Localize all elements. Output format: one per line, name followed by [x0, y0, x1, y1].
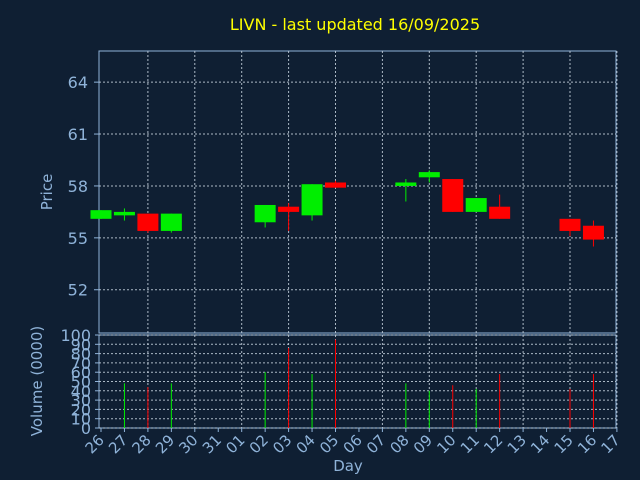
x-tick-label: 08 [386, 431, 412, 457]
volume-y-tick-label: 10 [71, 410, 91, 429]
candle-body [325, 182, 346, 188]
volume-y-tick-label: 50 [71, 373, 91, 392]
x-tick-label: 01 [222, 431, 248, 457]
volume-y-tick-label: 0 [81, 419, 91, 438]
candle-body [465, 198, 487, 212]
x-tick-label: 10 [433, 431, 459, 457]
x-tick-label: 16 [574, 431, 600, 457]
candle-body [559, 218, 581, 231]
candle-body [395, 182, 417, 186]
candle-08 [395, 179, 417, 202]
candle-09 [418, 170, 440, 183]
candle-15 [559, 218, 581, 237]
x-tick-label: 27 [105, 431, 131, 457]
candle-16 [582, 220, 604, 247]
candle-04 [301, 184, 323, 221]
price-y-tick-label: 58 [68, 177, 88, 196]
candle-03 [278, 203, 300, 231]
volume-y-axis-label: Volume (0000) [28, 326, 46, 436]
price-y-ticks: 52 55 58 61 64 [68, 73, 99, 300]
x-tick-label: 30 [175, 431, 201, 457]
x-tick-label: 13 [504, 431, 530, 457]
candle-02 [254, 204, 276, 228]
x-tick-label: 12 [480, 431, 506, 457]
candle-26 [90, 210, 112, 219]
volume-y-tick-label: 100 [60, 326, 91, 345]
x-tick-label: 29 [152, 431, 178, 457]
volume-grid [99, 334, 618, 429]
x-tick-label: 06 [340, 431, 366, 457]
candle-27 [113, 208, 135, 221]
price-y-axis-label: Price [38, 174, 56, 211]
candle-body [254, 204, 276, 223]
candle-body [489, 206, 511, 219]
volume-bars [123, 339, 594, 428]
chart-title: LIVN - last updated 16/09/2025 [230, 15, 480, 34]
candle-body [582, 225, 604, 240]
candle-body [418, 172, 440, 178]
volume-y-tick-label: 80 [71, 345, 91, 364]
candle-body [113, 211, 135, 216]
price-y-tick-label: 61 [68, 125, 88, 144]
x-tick-label: 09 [410, 431, 436, 457]
x-tick-label: 04 [293, 431, 319, 457]
price-grid [99, 51, 618, 333]
x-axis-label: Day [333, 457, 363, 475]
candle-body [278, 206, 300, 212]
x-tick-label: 02 [246, 431, 272, 457]
x-tick-label: 17 [597, 431, 623, 457]
candle-05 [325, 180, 346, 188]
candle-10 [442, 179, 464, 212]
x-tick-labels: 2627282930310102030405060708091011121314… [82, 428, 624, 457]
x-tick-label: 31 [199, 431, 225, 457]
x-tick-label: 14 [527, 431, 553, 457]
candle-body [442, 179, 464, 212]
candle-11 [465, 198, 487, 212]
volume-y-tick-label: 60 [71, 363, 91, 382]
x-tick-label: 11 [457, 431, 483, 457]
volume-y-tick-label: 90 [71, 335, 91, 354]
volume-y-tick-label: 20 [71, 400, 91, 419]
price-plot-frame [98, 50, 617, 334]
x-tick-label: 15 [551, 431, 577, 457]
candle-12 [489, 194, 511, 219]
candles [90, 170, 604, 247]
x-tick-label: 05 [316, 431, 342, 457]
candle-29 [160, 213, 182, 233]
candle-body [137, 213, 159, 231]
price-panel: 52 55 58 61 64 Price [38, 50, 618, 334]
candle-body [160, 213, 182, 231]
x-tick-label: 03 [269, 431, 295, 457]
x-tick-label: 28 [128, 431, 154, 457]
volume-y-tick-label: 40 [71, 382, 91, 401]
candle-28 [137, 213, 159, 233]
price-y-tick-label: 55 [68, 229, 88, 248]
price-y-tick-label: 52 [68, 281, 88, 300]
candle-body [90, 210, 112, 219]
candle-body [301, 184, 323, 216]
price-y-tick-label: 64 [68, 73, 88, 92]
x-tick-label: 07 [363, 431, 389, 457]
volume-y-tick-label: 70 [71, 354, 91, 373]
volume-y-tick-label: 30 [71, 391, 91, 410]
